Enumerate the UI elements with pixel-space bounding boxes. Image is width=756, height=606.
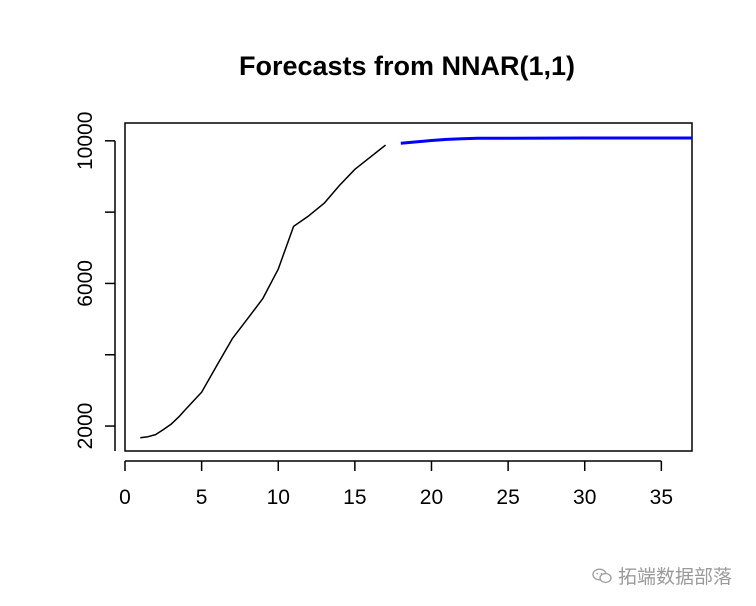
- series-line-observed: [140, 144, 386, 439]
- x-tick-label: 10: [267, 486, 290, 509]
- wechat-icon: [592, 567, 612, 583]
- x-tick-label: 30: [573, 486, 596, 509]
- x-tick-label: 35: [650, 486, 673, 509]
- series-line-forecast: [400, 136, 692, 145]
- watermark-text: 拓端数据部落: [618, 566, 733, 588]
- x-tick-label: 5: [196, 486, 208, 509]
- y-axis: 2000 6000 10000: [74, 112, 116, 451]
- y-tick-label: 6000: [74, 260, 97, 307]
- plot-frame: [124, 122, 693, 452]
- x-tick-label: 15: [343, 486, 366, 509]
- chart-title: Forecasts from NNAR(1,1): [239, 51, 575, 81]
- y-tick-label: 2000: [74, 403, 97, 450]
- x-tick-label: 20: [420, 486, 443, 509]
- watermark: 拓端数据部落: [592, 562, 732, 589]
- y-tick-label: 10000: [74, 112, 97, 170]
- x-tick-label: 25: [496, 486, 519, 509]
- x-tick-label: 0: [119, 486, 131, 509]
- x-axis: 0 5 10 15 20 25 30 35: [119, 460, 673, 509]
- series-layer: [140, 136, 692, 439]
